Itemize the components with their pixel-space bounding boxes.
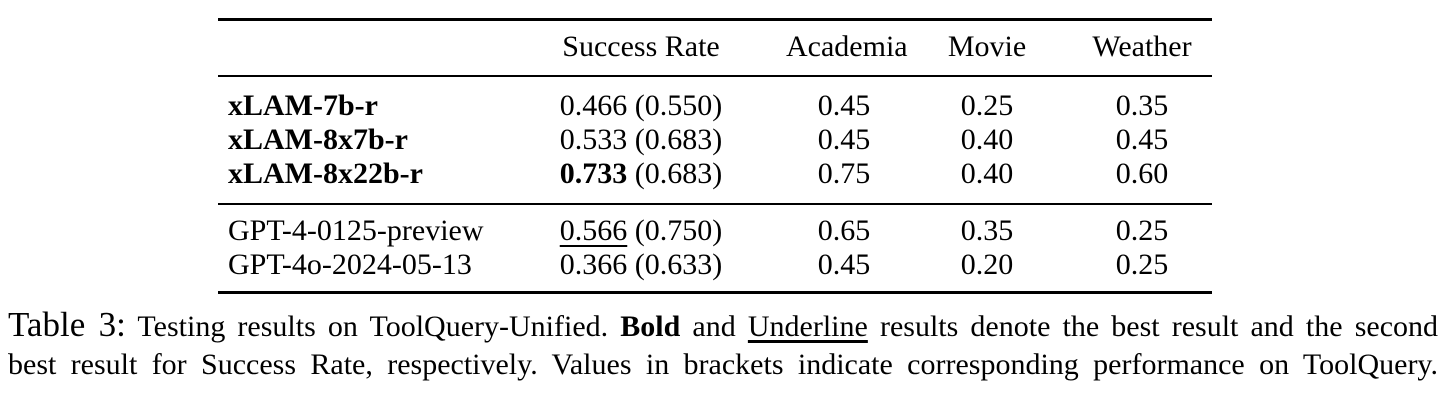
caption-line-2: best result for Success Rate, respective… [8, 348, 1438, 381]
success-rate-value: 0.366 [559, 248, 628, 281]
success-rate-cell: 0.566 (0.750) [496, 214, 786, 248]
table-row: xLAM-7b-r 0.466 (0.550) 0.45 0.25 0.35 [218, 89, 1212, 123]
caption-text: results denote the best result and the s… [879, 310, 1439, 343]
success-rate-cell: 0.366 (0.633) [496, 248, 786, 282]
table-top-rule [218, 18, 1212, 21]
weather-value: 0.25 [1115, 248, 1169, 281]
academia-value: 0.75 [817, 157, 871, 190]
table-row: GPT-4-0125-preview 0.566 (0.750) 0.65 0.… [218, 214, 1212, 248]
weather-value: 0.25 [1115, 214, 1169, 247]
model-name: GPT-4-0125-preview [228, 214, 484, 247]
table-row: xLAM-8x7b-r 0.533 (0.683) 0.45 0.40 0.45 [218, 123, 1212, 157]
model-name: xLAM-7b-r [228, 89, 378, 122]
header-separator-rule [218, 75, 1212, 77]
caption-underline-keyword: Underline [747, 310, 868, 343]
movie-value: 0.35 [960, 214, 1014, 247]
caption-text: Testing results on ToolQuery-Unified. [137, 310, 609, 343]
caption-text: and [692, 310, 736, 343]
group-separator-rule [218, 203, 1212, 205]
success-rate-value: 0.466 [559, 89, 628, 122]
header-cell-success-rate: Success Rate [562, 30, 720, 63]
academia-value: 0.45 [817, 123, 871, 156]
header-cell-academia: Academia [786, 30, 908, 63]
model-name: GPT-4o-2024-05-13 [228, 248, 472, 281]
table-header-row: Success Rate Academia Movie Weather [218, 21, 1212, 75]
success-rate-bracket: (0.550) [634, 89, 723, 122]
success-rate-bracket: (0.750) [634, 214, 723, 247]
table-caption: Table 3: Testing results on ToolQuery-Un… [8, 306, 1438, 384]
academia-value: 0.65 [817, 214, 871, 247]
success-rate-value: 0.566 [559, 214, 628, 247]
table-row: GPT-4o-2024-05-13 0.366 (0.633) 0.45 0.2… [218, 248, 1212, 282]
movie-value: 0.40 [960, 123, 1014, 156]
model-group-xlam: xLAM-7b-r 0.466 (0.550) 0.45 0.25 0.35 x… [218, 77, 1212, 203]
weather-value: 0.60 [1115, 157, 1169, 190]
table-bottom-rule [218, 291, 1212, 294]
success-rate-bracket: (0.633) [634, 248, 723, 281]
model-group-gpt: GPT-4-0125-preview 0.566 (0.750) 0.65 0.… [218, 205, 1212, 291]
academia-value: 0.45 [817, 248, 871, 281]
caption-label: Table 3: [8, 305, 126, 344]
results-table: Success Rate Academia Movie Weather xLAM… [218, 18, 1212, 294]
weather-value: 0.45 [1115, 123, 1169, 156]
movie-value: 0.40 [960, 157, 1014, 190]
caption-bold-keyword: Bold [620, 310, 681, 343]
success-rate-bracket: (0.683) [634, 123, 723, 156]
caption-line-1: Table 3: Testing results on ToolQuery-Un… [8, 306, 1438, 346]
weather-value: 0.35 [1115, 89, 1169, 122]
academia-value: 0.45 [817, 89, 871, 122]
success-rate-value: 0.733 [559, 157, 628, 190]
header-cell-movie: Movie [947, 30, 1027, 63]
table-row: xLAM-8x22b-r 0.733 (0.683) 0.75 0.40 0.6… [218, 157, 1212, 191]
success-rate-cell: 0.466 (0.550) [496, 89, 786, 123]
model-name: xLAM-8x7b-r [228, 123, 408, 156]
movie-value: 0.25 [960, 89, 1014, 122]
success-rate-cell: 0.533 (0.683) [496, 123, 786, 157]
model-name: xLAM-8x22b-r [228, 157, 423, 190]
movie-value: 0.20 [960, 248, 1014, 281]
success-rate-bracket: (0.683) [634, 157, 723, 190]
success-rate-cell: 0.733 (0.683) [496, 157, 786, 191]
success-rate-value: 0.533 [559, 123, 628, 156]
header-cell-weather: Weather [1092, 30, 1192, 63]
